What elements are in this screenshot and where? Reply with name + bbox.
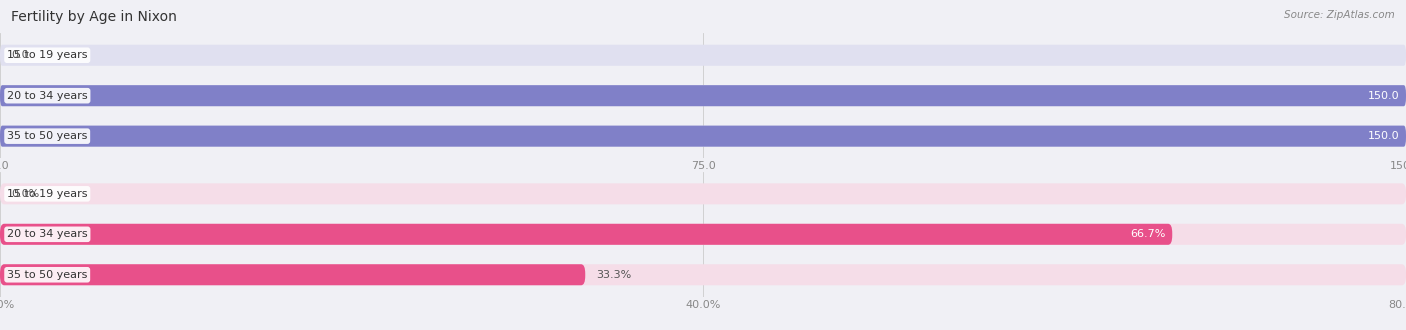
FancyBboxPatch shape [0, 224, 1406, 245]
Text: 0.0: 0.0 [11, 50, 30, 60]
FancyBboxPatch shape [0, 183, 1406, 204]
FancyBboxPatch shape [0, 126, 1406, 147]
Text: 150.0: 150.0 [1368, 91, 1399, 101]
FancyBboxPatch shape [0, 126, 1406, 147]
Text: Source: ZipAtlas.com: Source: ZipAtlas.com [1284, 10, 1395, 20]
Text: 33.3%: 33.3% [596, 270, 631, 280]
Text: 20 to 34 years: 20 to 34 years [7, 91, 87, 101]
Text: 35 to 50 years: 35 to 50 years [7, 131, 87, 141]
FancyBboxPatch shape [0, 264, 585, 285]
FancyBboxPatch shape [0, 264, 1406, 285]
FancyBboxPatch shape [0, 85, 1406, 106]
Text: 0.0%: 0.0% [11, 189, 39, 199]
Text: Fertility by Age in Nixon: Fertility by Age in Nixon [11, 10, 177, 24]
Text: 20 to 34 years: 20 to 34 years [7, 229, 87, 239]
FancyBboxPatch shape [0, 85, 1406, 106]
Text: 15 to 19 years: 15 to 19 years [7, 50, 87, 60]
Text: 35 to 50 years: 35 to 50 years [7, 270, 87, 280]
FancyBboxPatch shape [0, 224, 1173, 245]
FancyBboxPatch shape [0, 45, 1406, 66]
Text: 15 to 19 years: 15 to 19 years [7, 189, 87, 199]
Text: 66.7%: 66.7% [1130, 229, 1166, 239]
Text: 150.0: 150.0 [1368, 131, 1399, 141]
